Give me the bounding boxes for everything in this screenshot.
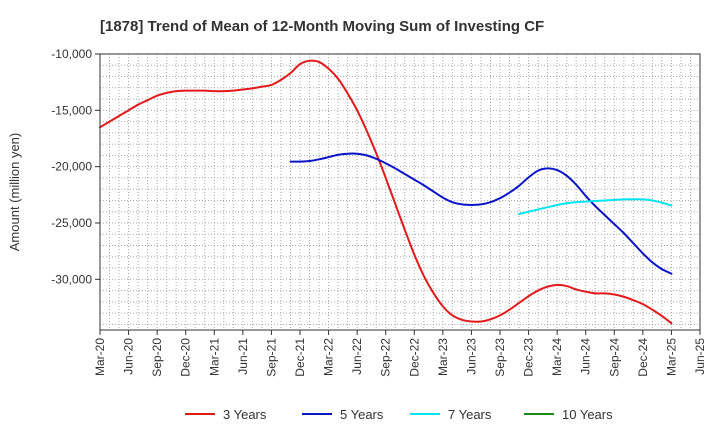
x-tick-label: Sep-22 bbox=[379, 338, 393, 377]
legend-label: 7 Years bbox=[448, 407, 492, 422]
y-tick-label: -15,000 bbox=[51, 103, 92, 117]
x-tick-label: Mar-24 bbox=[550, 338, 564, 376]
x-tick-label: Sep-20 bbox=[150, 338, 164, 377]
legend-label: 5 Years bbox=[340, 407, 384, 422]
plot-frame bbox=[99, 53, 701, 331]
x-tick-label: Mar-23 bbox=[436, 338, 450, 376]
x-tick-label: Sep-23 bbox=[493, 338, 507, 377]
x-tick-label: Sep-21 bbox=[264, 338, 278, 377]
x-tick-label: Jun-23 bbox=[464, 338, 478, 375]
chart-title: [1878] Trend of Mean of 12-Month Moving … bbox=[100, 18, 544, 35]
x-tick-label: Dec-23 bbox=[522, 338, 536, 377]
x-tick-label: Dec-24 bbox=[636, 338, 650, 377]
y-tick-label: -30,000 bbox=[51, 272, 92, 286]
plot-area bbox=[100, 54, 700, 330]
y-tick-label: -25,000 bbox=[51, 216, 92, 230]
series-layer bbox=[99, 59, 673, 325]
legend: 3 Years 5 Years 7 Years 10 Years bbox=[185, 407, 613, 422]
x-tick-label: Mar-21 bbox=[207, 338, 221, 376]
x-tick-label: Dec-21 bbox=[293, 338, 307, 377]
x-axis: Mar-20 Jun-20 Sep-20 Dec-20 Mar-21 Jun-21 Sep-… bbox=[93, 330, 707, 377]
y-tick-label: -20,000 bbox=[51, 160, 92, 174]
x-tick-label: Jun-24 bbox=[579, 338, 593, 375]
series-line-5-years bbox=[289, 152, 673, 275]
y-tick-label: -10,000 bbox=[51, 47, 92, 61]
series-line-3-years bbox=[99, 59, 673, 325]
x-tick-label: Dec-22 bbox=[407, 338, 421, 377]
x-tick-label: Sep-24 bbox=[607, 338, 621, 377]
x-tick-label: Dec-20 bbox=[179, 338, 193, 377]
x-tick-label: Jun-20 bbox=[122, 338, 136, 375]
gridlines bbox=[100, 54, 700, 330]
legend-label: 10 Years bbox=[562, 407, 613, 422]
y-axis: -10,000 -15,000 -20,000 -25,000 -30,000 bbox=[51, 47, 100, 286]
x-tick-label: Mar-25 bbox=[664, 338, 678, 376]
series-line-7-years bbox=[518, 198, 673, 215]
x-tick-label: Mar-22 bbox=[322, 338, 336, 376]
legend-label: 3 Years bbox=[223, 407, 267, 422]
x-tick-label: Mar-20 bbox=[93, 338, 107, 376]
x-tick-label: Jun-25 bbox=[693, 338, 707, 375]
x-tick-label: Jun-22 bbox=[350, 338, 364, 375]
y-axis-label: Amount (million yen) bbox=[7, 133, 22, 252]
x-tick-label: Jun-21 bbox=[236, 338, 250, 375]
